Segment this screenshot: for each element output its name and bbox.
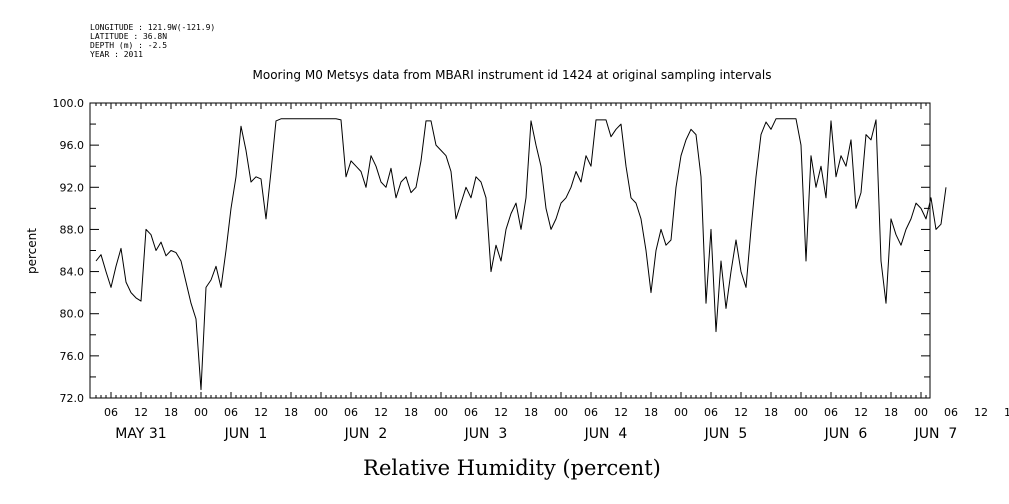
x-tick-label: 06 <box>824 406 838 419</box>
x-tick-label: 06 <box>104 406 118 419</box>
x-tick-label: 06 <box>344 406 358 419</box>
meta-block: LONGITUDE : 121.9W(-121.9) LATITUDE : 36… <box>90 23 215 59</box>
y-tick-label: 96.0 <box>60 139 85 152</box>
y-tick-label: 100.0 <box>53 97 85 110</box>
day-label: JUN 2 <box>344 426 388 442</box>
y-tick-label: 76.0 <box>60 350 85 363</box>
x-tick-label: 12 <box>974 406 988 419</box>
y-tick-label: 80.0 <box>60 308 85 321</box>
day-label: JUN 6 <box>824 426 868 442</box>
x-tick-label: 06 <box>224 406 238 419</box>
meta-latitude: LATITUDE : 36.8N <box>90 32 167 41</box>
x-tick-label: 06 <box>464 406 478 419</box>
x-tick-label: 18 <box>1004 406 1009 419</box>
x-tick-label: 12 <box>734 406 748 419</box>
day-label: JUN 4 <box>584 426 628 442</box>
day-label: JUN 5 <box>704 426 748 442</box>
y-tick-labels: 72.0 76.0 80.0 84.0 88.0 92.0 96.0 100.0 <box>53 97 85 405</box>
x-tick-label: 00 <box>794 406 808 419</box>
x-tick-label: 00 <box>554 406 568 419</box>
x-tick-label: 00 <box>314 406 328 419</box>
x-tick-label: 18 <box>164 406 178 419</box>
chart-title: Mooring M0 Metsys data from MBARI instru… <box>253 68 772 82</box>
series-group <box>95 118 947 391</box>
x-tick-label: 12 <box>854 406 868 419</box>
humidity-series-line <box>95 118 947 391</box>
x-tick-label: 06 <box>704 406 718 419</box>
y-tick-label: 72.0 <box>60 392 85 405</box>
x-tick-label: 12 <box>134 406 148 419</box>
x-tick-label: 12 <box>374 406 388 419</box>
x-tick-label: 18 <box>524 406 538 419</box>
x-tick-label: 00 <box>674 406 688 419</box>
meta-longitude: LONGITUDE : 121.9W(-121.9) <box>90 23 215 32</box>
x-tick-label: 06 <box>584 406 598 419</box>
meta-year: YEAR : 2011 <box>90 50 143 59</box>
x-tick-label: 12 <box>254 406 268 419</box>
x-tick-label: 18 <box>404 406 418 419</box>
y-axis-label: percent <box>25 228 39 274</box>
plot-frame <box>89 102 931 399</box>
x-tick-labels: 06 12 18 00 06 12 18 00 06 12 18 00 06 12 18 00 06 12 18 00… <box>104 406 1009 419</box>
x-tick-label: 18 <box>764 406 778 419</box>
x-tick-label: 00 <box>914 406 928 419</box>
x-tick-label: 18 <box>644 406 658 419</box>
x-tick-label: 12 <box>614 406 628 419</box>
axis-ticks <box>90 102 930 399</box>
x-tick-label: 00 <box>434 406 448 419</box>
x-tick-label: 18 <box>284 406 298 419</box>
day-label: JUN 1 <box>224 426 268 442</box>
day-labels: MAY 31 JUN 1 JUN 2 JUN 3 JUN 4 JUN 5 JUN 6 JUN … <box>115 426 957 442</box>
meta-depth: DEPTH (m) : -2.5 <box>90 41 167 50</box>
y-tick-label: 92.0 <box>60 181 85 194</box>
x-tick-label: 06 <box>944 406 958 419</box>
y-tick-label: 88.0 <box>60 223 85 236</box>
x-tick-label: 00 <box>194 406 208 419</box>
day-label: JUN 3 <box>464 426 508 442</box>
x-tick-label: 12 <box>494 406 508 419</box>
x-tick-label: 18 <box>884 406 898 419</box>
x-axis-title: Relative Humidity (percent) <box>363 456 661 480</box>
day-label: JUN 7 <box>914 426 958 442</box>
y-tick-label: 84.0 <box>60 266 85 279</box>
day-label: MAY 31 <box>115 426 166 442</box>
